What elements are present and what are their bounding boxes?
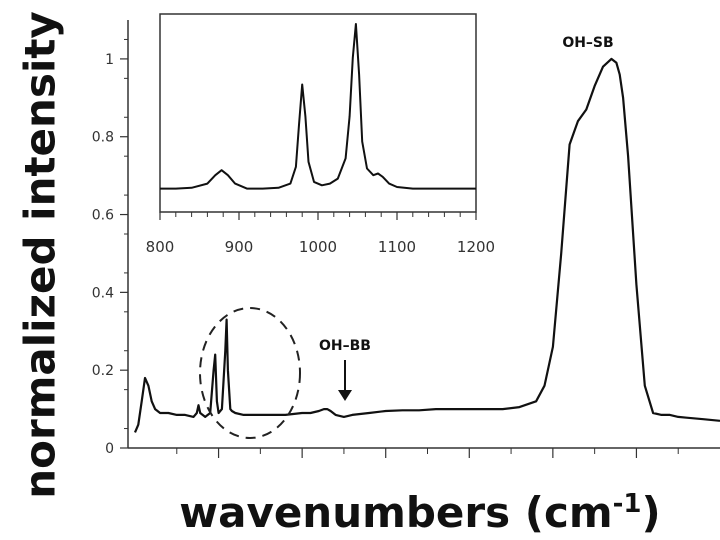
inset-ticks: 800 900 1000 1100 1200 — [146, 212, 495, 256]
x-ticks — [176, 448, 679, 458]
inset-x-tick-label: 800 — [146, 238, 175, 256]
y-ticks: 0 0.2 0.4 0.6 0.8 1 — [92, 38, 128, 457]
x-axis-label-main: wavenumbers (cm — [179, 488, 613, 537]
main-series — [133, 57, 720, 433]
inset-series — [160, 23, 476, 190]
y-tick-label: 1 — [105, 52, 114, 68]
inset-series-line — [160, 23, 476, 190]
inset-x-tick-label: 900 — [225, 238, 254, 256]
y-axis-label: normalized intensity — [15, 11, 65, 499]
inset-x-tick-label: 1200 — [457, 238, 495, 256]
x-axis-label-sup: -1 — [612, 489, 642, 519]
y-tick-label: 0.4 — [92, 285, 114, 301]
inset-panel: 800 900 1000 1100 1200 — [146, 13, 495, 256]
oh-bb-arrow-head — [338, 390, 352, 401]
highlight-ellipse — [199, 307, 301, 439]
y-tick-label: 0.8 — [92, 130, 114, 146]
oh-sb-label: OH–SB — [562, 35, 613, 51]
x-axis-label-end: ) — [641, 488, 661, 537]
y-tick-label: 0 — [105, 441, 114, 457]
y-tick-label: 0.6 — [92, 208, 114, 224]
y-tick-label: 0.2 — [92, 363, 114, 379]
main-series-line — [133, 57, 720, 433]
x-axis-label: wavenumbers (cm-1) — [120, 488, 720, 537]
inset-x-tick-label: 1100 — [378, 238, 416, 256]
inset-x-tick-label: 1000 — [299, 238, 337, 256]
oh-bb-label: OH–BB — [319, 338, 371, 354]
